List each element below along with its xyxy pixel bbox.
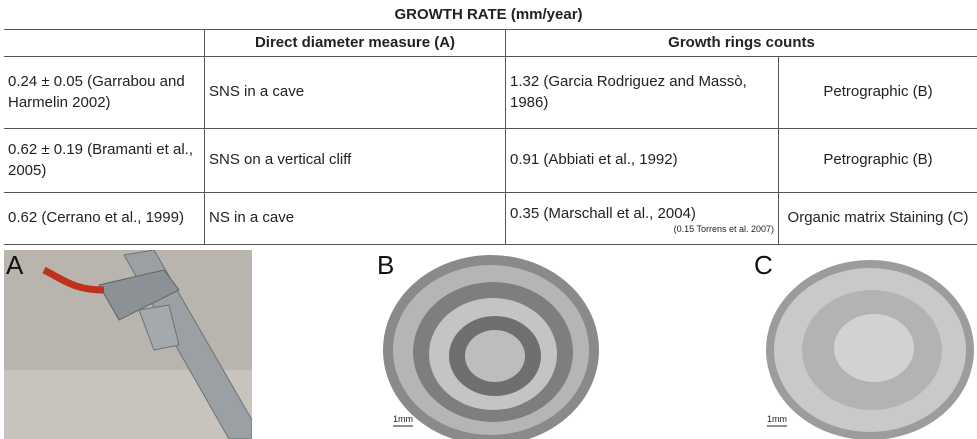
cell: 0.62 (Cerrano et al., 1999)	[4, 191, 205, 245]
cell: SNS in a cave	[204, 55, 506, 129]
cell: Petrographic (B)	[778, 127, 977, 193]
header-cell	[4, 29, 205, 57]
cell: Organic matrix Staining (C)	[778, 191, 977, 245]
row: 0.24 ± 0.05 (Garrabou and Harmelin 2002)…	[4, 55, 977, 129]
cell: 1.32 (Garcia Rodriguez and Massò, 1986)	[505, 55, 779, 129]
header-cell: Growth rings counts	[505, 29, 977, 57]
cell: NS in a cave	[204, 191, 506, 245]
figure-title: GROWTH RATE (mm/year)	[394, 6, 583, 23]
caliper-jaw	[98, 269, 180, 321]
header-row: Direct diameter measure (A) Growth rings…	[4, 29, 977, 57]
cell: SNS on a vertical cliff	[204, 127, 506, 193]
core	[834, 314, 914, 382]
header-cell: Direct diameter measure (A)	[204, 29, 506, 57]
cell: 0.62 ± 0.19 (Bramanti et al., 2005)	[4, 127, 205, 193]
coral	[42, 266, 105, 294]
cell-text: 0.35 (Marschall et al., 2004)	[510, 204, 696, 222]
cell: 0.91 (Abbiati et al., 1992)	[505, 127, 779, 193]
panel-label: A	[6, 250, 24, 280]
cell: 0.35 (Marschall et al., 2004) (0.15 Torre…	[505, 191, 779, 245]
row: 0.62 ± 0.19 (Bramanti et al., 2005) SNS …	[4, 127, 977, 193]
panel-label: B	[377, 250, 394, 280]
panel-a: A	[4, 250, 252, 439]
cell: 0.24 ± 0.05 (Garrabou and Harmelin 2002)	[4, 55, 205, 129]
panel-c: 1mm C	[752, 250, 977, 439]
scale-label: 1mm	[767, 414, 787, 424]
row: 0.62 (Cerrano et al., 1999) NS in a cave…	[4, 191, 977, 245]
core	[465, 330, 525, 382]
panel-b: 1mm B	[375, 250, 607, 439]
caliper-jaw	[138, 304, 180, 351]
cell: Petrographic (B)	[778, 55, 977, 129]
cell-note: (0.15 Torrens et al. 2007)	[673, 223, 774, 234]
panel-label: C	[754, 250, 773, 280]
scale-label: 1mm	[393, 414, 413, 424]
growth-table: Direct diameter measure (A) Growth rings…	[4, 29, 977, 245]
